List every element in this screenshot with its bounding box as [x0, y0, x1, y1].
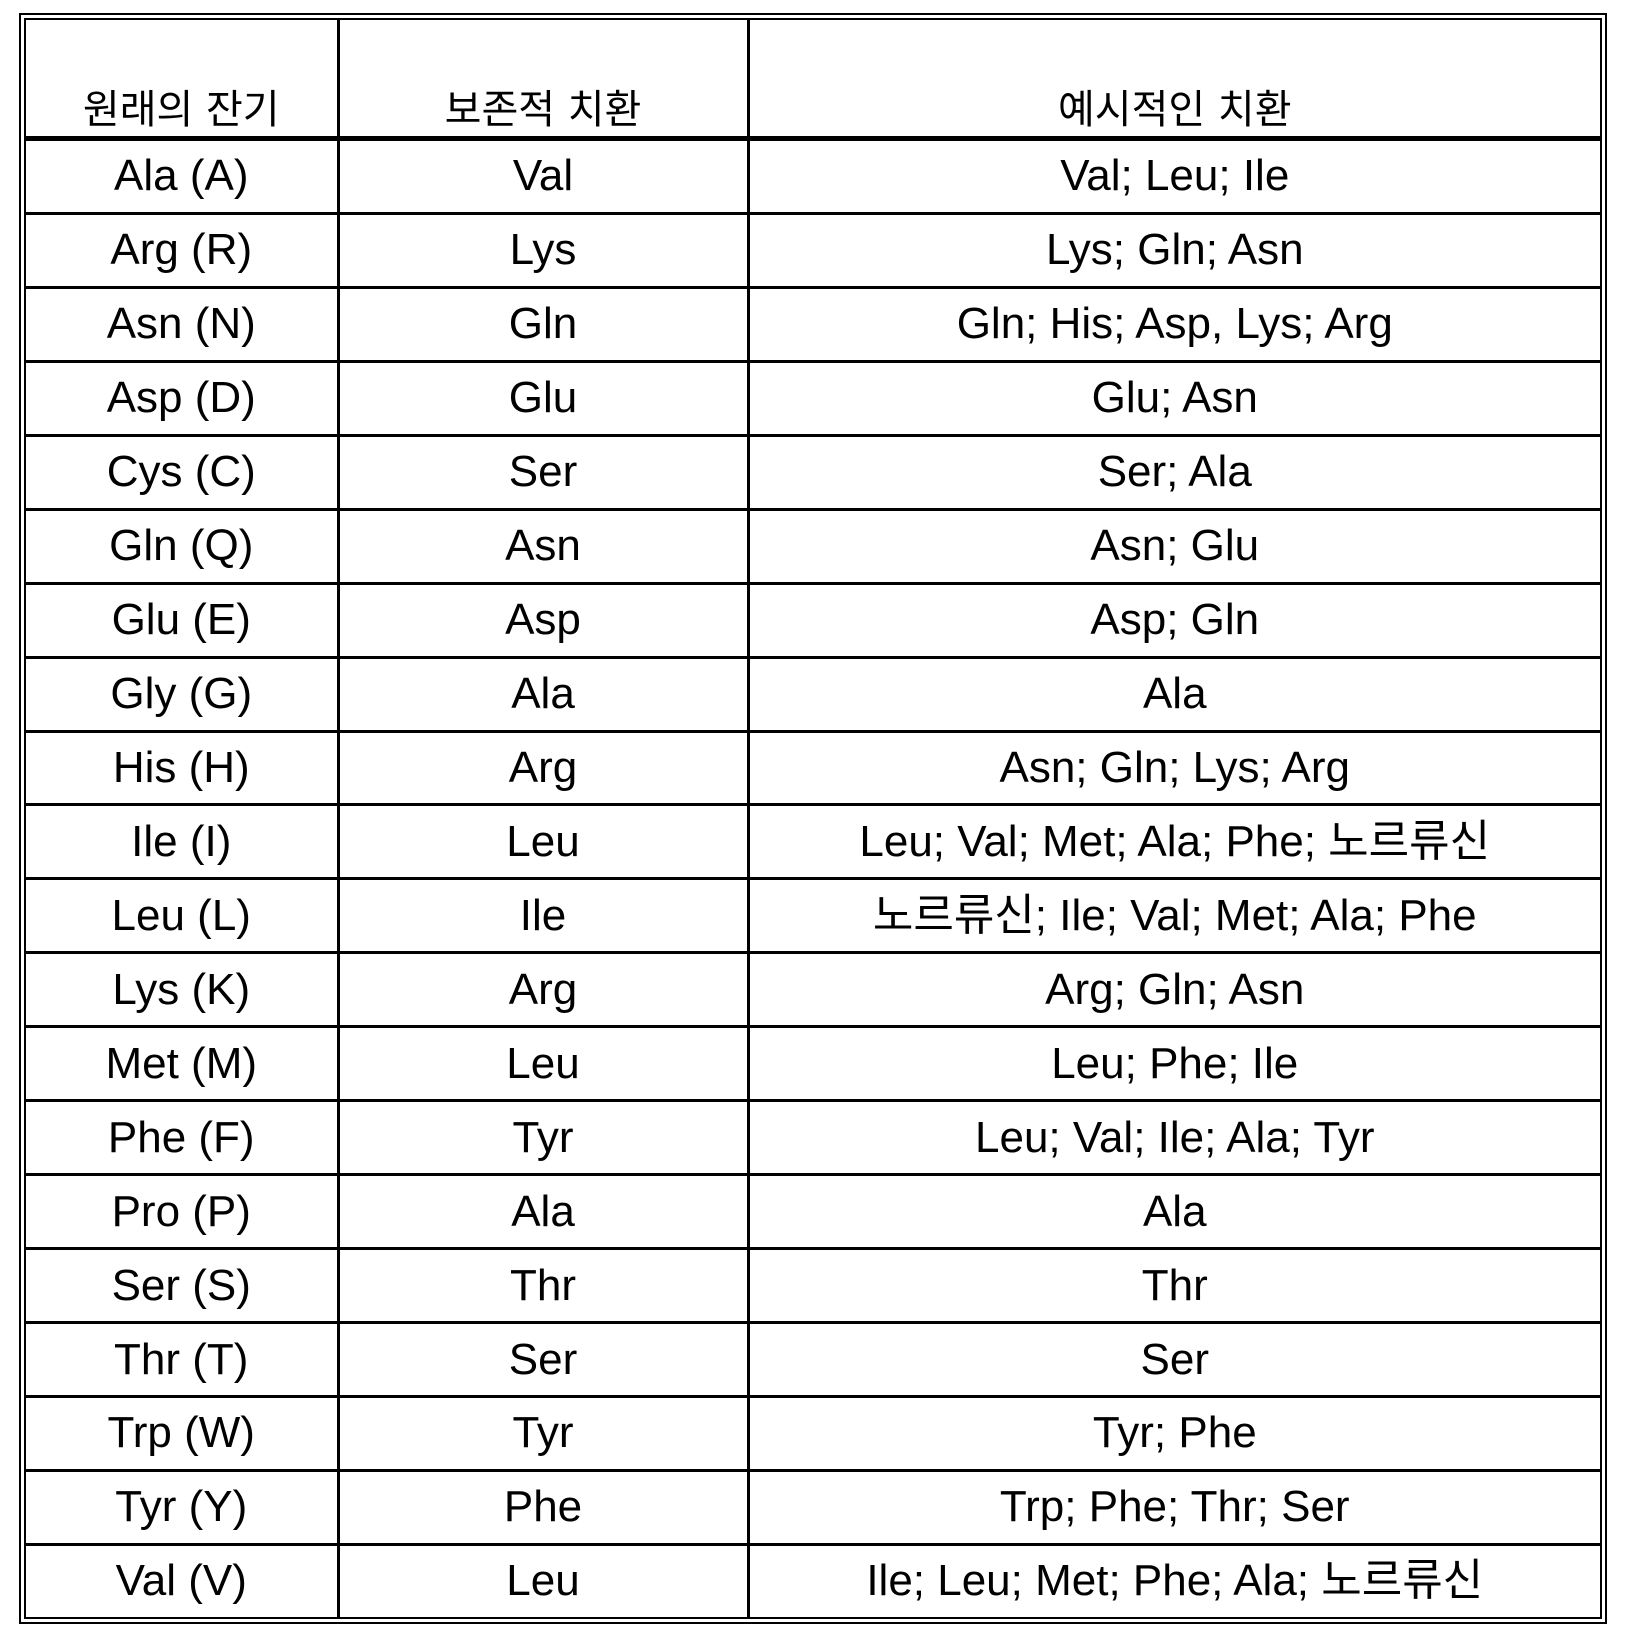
cell-exemplary-substitution: Thr	[748, 1249, 1600, 1323]
cell-original-residue: Phe (F)	[26, 1101, 338, 1175]
cell-original-residue: Tyr (Y)	[26, 1470, 338, 1544]
cell-original-residue: Val (V)	[26, 1544, 338, 1617]
substitution-table-frame: 원래의 잔기 보존적 치환 예시적인 치환 Ala (A)ValVal; Leu…	[19, 13, 1607, 1624]
header-original-residue: 원래의 잔기	[26, 20, 338, 139]
cell-exemplary-substitution: Val; Leu; Ile	[748, 139, 1600, 214]
cell-conservative-substitution: Ser	[338, 435, 748, 509]
header-conservative-substitution: 보존적 치환	[338, 20, 748, 139]
cell-exemplary-substitution: Asn; Gln; Lys; Arg	[748, 731, 1600, 805]
table-row: Tyr (Y)PheTrp; Phe; Thr; Ser	[26, 1470, 1600, 1544]
table-row: Gln (Q)AsnAsn; Glu	[26, 509, 1600, 583]
cell-conservative-substitution: Thr	[338, 1249, 748, 1323]
table-row: Met (M)LeuLeu; Phe; Ile	[26, 1027, 1600, 1101]
table-row: Lys (K)ArgArg; Gln; Asn	[26, 953, 1600, 1027]
cell-conservative-substitution: Glu	[338, 361, 748, 435]
table-row: Ser (S)ThrThr	[26, 1249, 1600, 1323]
cell-conservative-substitution: Gln	[338, 287, 748, 361]
cell-original-residue: Asn (N)	[26, 287, 338, 361]
cell-original-residue: Cys (C)	[26, 435, 338, 509]
cell-exemplary-substitution: Glu; Asn	[748, 361, 1600, 435]
cell-exemplary-substitution: Trp; Phe; Thr; Ser	[748, 1470, 1600, 1544]
cell-conservative-substitution: Arg	[338, 731, 748, 805]
table-row: Asp (D)GluGlu; Asn	[26, 361, 1600, 435]
cell-original-residue: Ser (S)	[26, 1249, 338, 1323]
cell-original-residue: Arg (R)	[26, 213, 338, 287]
table-row: Val (V)LeuIle; Leu; Met; Phe; Ala; 노르류신	[26, 1544, 1600, 1617]
cell-original-residue: Trp (W)	[26, 1396, 338, 1470]
substitution-table: 원래의 잔기 보존적 치환 예시적인 치환 Ala (A)ValVal; Leu…	[26, 20, 1600, 1617]
cell-exemplary-substitution: Leu; Val; Ile; Ala; Tyr	[748, 1101, 1600, 1175]
cell-original-residue: Leu (L)	[26, 879, 338, 953]
table-row: Arg (R)LysLys; Gln; Asn	[26, 213, 1600, 287]
cell-conservative-substitution: Leu	[338, 1027, 748, 1101]
cell-exemplary-substitution: Ser; Ala	[748, 435, 1600, 509]
cell-exemplary-substitution: Lys; Gln; Asn	[748, 213, 1600, 287]
table-row: Trp (W)TyrTyr; Phe	[26, 1396, 1600, 1470]
cell-original-residue: Glu (E)	[26, 583, 338, 657]
table-row: Pro (P)AlaAla	[26, 1175, 1600, 1249]
cell-conservative-substitution: Ser	[338, 1323, 748, 1397]
cell-exemplary-substitution: Gln; His; Asp, Lys; Arg	[748, 287, 1600, 361]
table-row: Ile (I)LeuLeu; Val; Met; Ala; Phe; 노르류신	[26, 805, 1600, 879]
cell-exemplary-substitution: Leu; Val; Met; Ala; Phe; 노르류신	[748, 805, 1600, 879]
cell-conservative-substitution: Ala	[338, 657, 748, 731]
cell-conservative-substitution: Leu	[338, 805, 748, 879]
cell-conservative-substitution: Tyr	[338, 1101, 748, 1175]
cell-original-residue: Gly (G)	[26, 657, 338, 731]
table-row: Phe (F)TyrLeu; Val; Ile; Ala; Tyr	[26, 1101, 1600, 1175]
cell-original-residue: Gln (Q)	[26, 509, 338, 583]
cell-exemplary-substitution: Ser	[748, 1323, 1600, 1397]
cell-original-residue: His (H)	[26, 731, 338, 805]
cell-exemplary-substitution: Ile; Leu; Met; Phe; Ala; 노르류신	[748, 1544, 1600, 1617]
cell-original-residue: Pro (P)	[26, 1175, 338, 1249]
cell-conservative-substitution: Asn	[338, 509, 748, 583]
table-row: Cys (C)SerSer; Ala	[26, 435, 1600, 509]
cell-conservative-substitution: Leu	[338, 1544, 748, 1617]
cell-original-residue: Ile (I)	[26, 805, 338, 879]
cell-original-residue: Lys (K)	[26, 953, 338, 1027]
table-row: Leu (L)Ile노르류신; Ile; Val; Met; Ala; Phe	[26, 879, 1600, 953]
cell-exemplary-substitution: Tyr; Phe	[748, 1396, 1600, 1470]
cell-conservative-substitution: Val	[338, 139, 748, 214]
header-row: 원래의 잔기 보존적 치환 예시적인 치환	[26, 20, 1600, 139]
table-row: Gly (G)AlaAla	[26, 657, 1600, 731]
cell-conservative-substitution: Tyr	[338, 1396, 748, 1470]
table-row: His (H)ArgAsn; Gln; Lys; Arg	[26, 731, 1600, 805]
cell-conservative-substitution: Ile	[338, 879, 748, 953]
cell-conservative-substitution: Asp	[338, 583, 748, 657]
cell-conservative-substitution: Phe	[338, 1470, 748, 1544]
cell-conservative-substitution: Lys	[338, 213, 748, 287]
cell-exemplary-substitution: Asn; Glu	[748, 509, 1600, 583]
cell-exemplary-substitution: 노르류신; Ile; Val; Met; Ala; Phe	[748, 879, 1600, 953]
table-row: Ala (A)ValVal; Leu; Ile	[26, 139, 1600, 214]
cell-original-residue: Met (M)	[26, 1027, 338, 1101]
cell-original-residue: Thr (T)	[26, 1323, 338, 1397]
cell-conservative-substitution: Arg	[338, 953, 748, 1027]
cell-conservative-substitution: Ala	[338, 1175, 748, 1249]
table-row: Thr (T)SerSer	[26, 1323, 1600, 1397]
table-row: Glu (E)AspAsp; Gln	[26, 583, 1600, 657]
header-exemplary-substitution: 예시적인 치환	[748, 20, 1600, 139]
cell-exemplary-substitution: Asp; Gln	[748, 583, 1600, 657]
cell-original-residue: Asp (D)	[26, 361, 338, 435]
cell-exemplary-substitution: Leu; Phe; Ile	[748, 1027, 1600, 1101]
cell-exemplary-substitution: Arg; Gln; Asn	[748, 953, 1600, 1027]
cell-exemplary-substitution: Ala	[748, 657, 1600, 731]
cell-exemplary-substitution: Ala	[748, 1175, 1600, 1249]
table-row: Asn (N)GlnGln; His; Asp, Lys; Arg	[26, 287, 1600, 361]
cell-original-residue: Ala (A)	[26, 139, 338, 214]
